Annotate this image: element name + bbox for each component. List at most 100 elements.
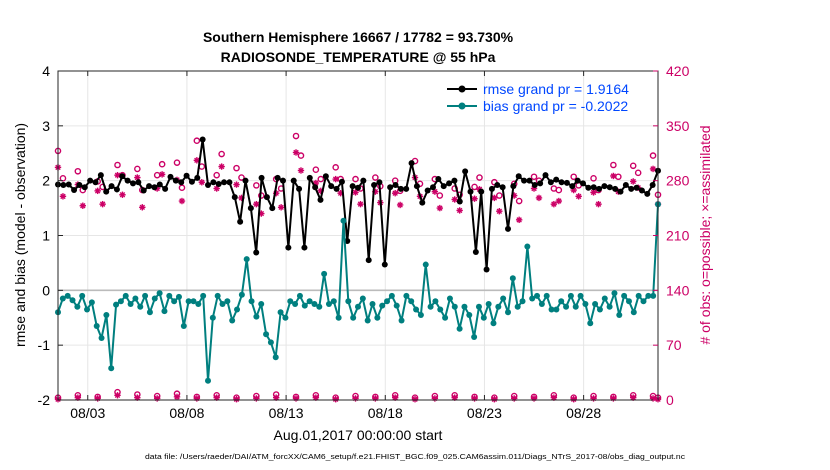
y2-tick-label: 280	[666, 173, 690, 189]
rmse-point	[531, 182, 538, 189]
bias-point	[195, 301, 202, 308]
rmse-point	[290, 177, 297, 184]
obs-possible-marker	[372, 174, 379, 181]
bias-point	[98, 335, 105, 342]
bias-point	[258, 301, 265, 308]
bias-point	[500, 295, 507, 302]
bias-point	[577, 292, 584, 299]
y-tick-label: 3	[42, 118, 50, 134]
bias-point	[301, 302, 308, 309]
bias-point	[350, 314, 357, 321]
bias-point	[558, 298, 565, 305]
bias-point	[219, 301, 226, 308]
obs-possible-marker	[436, 192, 444, 199]
bias-point	[171, 298, 178, 305]
bias-point	[427, 303, 434, 310]
bias-point	[451, 303, 458, 310]
obs-assimilated-marker-stroke	[551, 394, 557, 401]
rmse-point	[108, 183, 115, 190]
rmse-point	[124, 177, 131, 184]
obs-possible-marker	[292, 132, 300, 140]
bias-point	[475, 303, 482, 310]
obs-assimilated-marker	[134, 174, 141, 181]
y2-tick-label: 420	[666, 63, 690, 79]
y-tick-label: 0	[42, 282, 50, 298]
bias-series	[55, 201, 661, 384]
rmse-point	[151, 184, 158, 191]
rmse-point	[162, 185, 169, 192]
bias-point	[461, 303, 468, 310]
bias-point	[524, 243, 531, 250]
rmse-point	[371, 182, 378, 189]
obs-assimilated-marker	[555, 197, 563, 205]
obs-assimilated-marker-stroke	[60, 193, 66, 200]
rmse-point	[355, 184, 361, 191]
obs-assimilated-marker-stroke	[119, 192, 126, 198]
obs-assimilated-marker-stroke	[159, 171, 165, 178]
legend-bias-label: bias grand pr = -0.2022	[483, 98, 628, 114]
bias-point	[79, 292, 86, 299]
obs-possible-marker	[590, 175, 597, 182]
bias-point	[495, 303, 502, 310]
obs-assimilated-marker-stroke	[590, 189, 597, 196]
rmse-point	[547, 179, 554, 186]
y-tick-label: 2	[42, 173, 50, 189]
data-file-footnote: data file: /Users/raeder/DAI/ATM_forcXX/…	[145, 454, 686, 461]
bias-point	[253, 313, 260, 320]
obs-assimilated-marker-stroke	[491, 396, 498, 402]
rmse-point	[596, 185, 603, 192]
rmse-point	[408, 160, 415, 167]
bias-point	[108, 365, 115, 372]
bias-point	[117, 298, 124, 305]
rmse-point	[338, 178, 345, 185]
bias-point	[466, 312, 473, 319]
rmse-point	[563, 179, 570, 186]
rmse-point	[205, 182, 211, 189]
chart-subtitle: RADIOSONDE_TEMPERATURE @ 55 hPa	[221, 49, 496, 65]
rmse-point	[247, 205, 254, 212]
rmse-point	[553, 176, 560, 183]
obs-assimilated-marker-stroke	[630, 394, 636, 401]
rmse-point	[242, 177, 249, 184]
bias-point	[393, 302, 400, 309]
rmse-point	[494, 182, 501, 189]
bias-point	[553, 306, 560, 313]
rmse-point	[97, 172, 104, 179]
rmse-point	[349, 183, 356, 190]
rmse-point	[649, 182, 656, 189]
rmse-point	[135, 179, 142, 186]
obs-assimilated-marker	[218, 163, 225, 170]
bias-point	[263, 331, 270, 338]
bias-point	[292, 301, 299, 308]
chart-title: Southern Hemisphere 16667 / 17782 = 93.7…	[203, 29, 514, 45]
y-tick-label: 4	[42, 63, 50, 79]
obs-assimilated-marker-stroke	[199, 179, 205, 185]
bias-point	[205, 377, 211, 384]
bias-point	[166, 292, 173, 299]
obs-possible-marker	[238, 174, 245, 181]
obs-assimilated-marker	[391, 190, 399, 197]
x-tick-label: 08/23	[467, 405, 502, 421]
obs-assimilated-marker-stroke	[332, 176, 339, 182]
rmse-point	[274, 174, 281, 181]
rmse-point	[403, 185, 410, 192]
bias-point	[422, 261, 429, 268]
obs-assimilated-marker	[510, 395, 518, 402]
rmse-point	[644, 190, 651, 197]
obs-possible-marker	[153, 171, 161, 179]
rmse-point	[381, 261, 388, 268]
rmse-point	[87, 177, 94, 184]
obs-possible-marker	[173, 159, 181, 166]
obs-assimilated-marker	[352, 189, 359, 196]
bias-point	[113, 301, 120, 308]
bias-point	[335, 314, 342, 321]
rmse-point	[221, 179, 228, 186]
bias-point	[180, 322, 187, 329]
obs-assimilated-marker-stroke	[610, 173, 617, 179]
rmse-point	[317, 196, 324, 203]
rmse-point	[312, 184, 319, 191]
bias-point	[93, 322, 100, 329]
rmse-point	[456, 198, 463, 205]
bias-point	[601, 295, 608, 302]
obs-assimilated-marker	[550, 200, 558, 208]
